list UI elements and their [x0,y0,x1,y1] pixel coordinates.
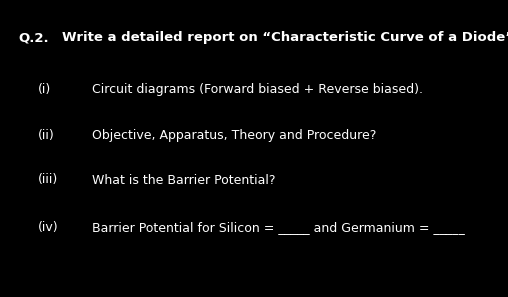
Text: Objective, Apparatus, Theory and Procedure?: Objective, Apparatus, Theory and Procedu… [92,129,376,141]
Text: (iii): (iii) [38,173,58,187]
Text: Q.2.: Q.2. [18,31,49,45]
Text: What is the Barrier Potential?: What is the Barrier Potential? [92,173,275,187]
Text: (iv): (iv) [38,222,58,235]
Text: (i): (i) [38,83,51,97]
Text: (ii): (ii) [38,129,55,141]
Text: Barrier Potential for Silicon = _____ and Germanium = _____: Barrier Potential for Silicon = _____ an… [92,222,465,235]
Text: Write a detailed report on “Characteristic Curve of a Diode” including:: Write a detailed report on “Characterist… [62,31,508,45]
Text: Circuit diagrams (Forward biased + Reverse biased).: Circuit diagrams (Forward biased + Rever… [92,83,423,97]
